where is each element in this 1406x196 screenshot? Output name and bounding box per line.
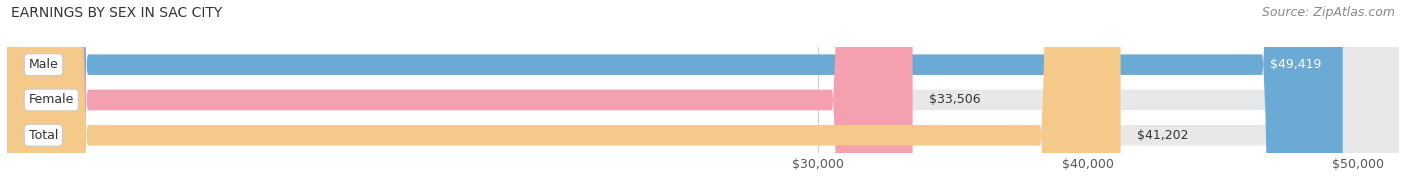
Text: Total: Total	[28, 129, 58, 142]
FancyBboxPatch shape	[7, 0, 1121, 196]
FancyBboxPatch shape	[7, 0, 1399, 196]
Text: Female: Female	[28, 93, 75, 106]
FancyBboxPatch shape	[7, 0, 1399, 196]
FancyBboxPatch shape	[7, 0, 1399, 196]
Text: Male: Male	[28, 58, 59, 71]
FancyBboxPatch shape	[7, 0, 1343, 196]
Text: Source: ZipAtlas.com: Source: ZipAtlas.com	[1261, 6, 1395, 19]
Text: EARNINGS BY SEX IN SAC CITY: EARNINGS BY SEX IN SAC CITY	[11, 6, 222, 20]
FancyBboxPatch shape	[7, 0, 912, 196]
Text: $33,506: $33,506	[929, 93, 980, 106]
Text: $49,419: $49,419	[1270, 58, 1322, 71]
Text: $41,202: $41,202	[1137, 129, 1188, 142]
